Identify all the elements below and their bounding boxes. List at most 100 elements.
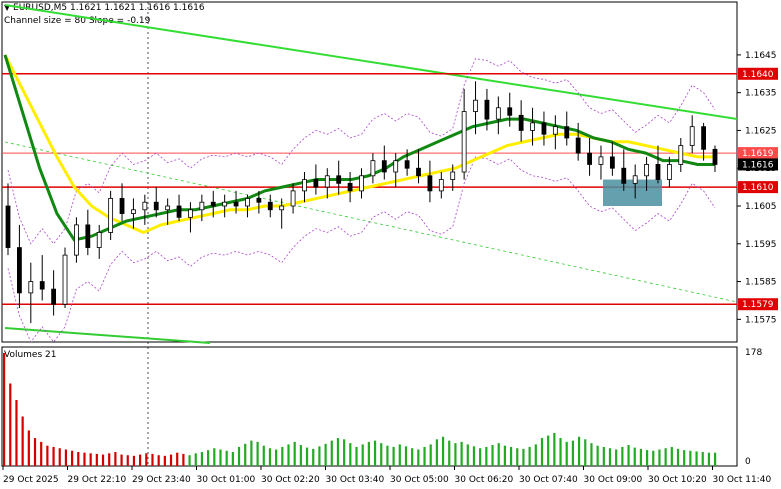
channel-middle-line bbox=[4, 141, 738, 303]
candle-body bbox=[678, 145, 684, 165]
volume-bar bbox=[244, 443, 247, 466]
channel-lower-line bbox=[4, 327, 211, 344]
volume-bar bbox=[429, 444, 432, 466]
candle-body bbox=[552, 126, 558, 135]
x-tick-label: 30 Oct 09:00 bbox=[584, 475, 643, 485]
candle-body bbox=[85, 224, 91, 248]
volume-bar bbox=[145, 453, 148, 466]
candle-body bbox=[701, 126, 706, 150]
candle-body bbox=[188, 209, 193, 218]
volume-bar bbox=[176, 452, 179, 466]
candle-body bbox=[313, 179, 319, 188]
candle-body bbox=[165, 205, 171, 211]
volume-bar bbox=[163, 455, 166, 466]
volume-bar bbox=[336, 438, 340, 466]
x-tick-label: 30 Oct 07:40 bbox=[519, 475, 578, 485]
volume-bar bbox=[89, 453, 92, 466]
candle-body bbox=[233, 201, 239, 207]
candle-body bbox=[108, 198, 114, 233]
volume-bar bbox=[256, 441, 259, 466]
candle-body bbox=[51, 288, 57, 305]
candle-body bbox=[632, 175, 638, 184]
volume-bar bbox=[404, 446, 408, 466]
volume-bar bbox=[559, 438, 562, 466]
volume-bar bbox=[299, 445, 302, 466]
candle-body bbox=[279, 205, 285, 211]
volume-bar bbox=[21, 416, 24, 466]
y-tick-label: 1.1585 bbox=[745, 278, 777, 288]
volume-bar bbox=[194, 453, 197, 466]
candle-body bbox=[5, 205, 11, 248]
volume-bar bbox=[157, 455, 160, 466]
candle-body bbox=[142, 201, 148, 211]
volume-bar bbox=[670, 446, 673, 466]
volume-bar bbox=[701, 452, 704, 466]
volume-bar bbox=[108, 453, 111, 466]
volume-bar bbox=[645, 450, 649, 466]
volume-bar bbox=[608, 448, 612, 466]
volume-bar bbox=[417, 449, 420, 466]
volume-bar bbox=[652, 450, 655, 466]
level-tag-label: 1.1640 bbox=[742, 70, 774, 80]
volume-bar bbox=[553, 432, 556, 466]
volume-bar bbox=[200, 452, 204, 466]
volume-bar bbox=[281, 446, 284, 466]
volume-bar bbox=[584, 439, 587, 466]
candle-body bbox=[153, 201, 159, 211]
price-pane-frame bbox=[1, 1, 738, 343]
candle-body bbox=[598, 156, 604, 165]
volume-bar bbox=[367, 441, 370, 466]
y-tick-label: 1.1605 bbox=[745, 202, 777, 212]
candle-body bbox=[131, 209, 136, 214]
candle-body bbox=[609, 156, 615, 169]
volume-bar bbox=[664, 448, 667, 466]
volume-bar bbox=[485, 446, 488, 466]
volume-bar bbox=[182, 453, 185, 466]
volume-bar bbox=[633, 447, 636, 466]
volume-bar bbox=[380, 443, 383, 466]
candle-body bbox=[438, 179, 444, 192]
volume-bar bbox=[516, 448, 519, 466]
indicator-header: Channel size = 80 Slope = -0.19 bbox=[4, 16, 151, 26]
candle-body bbox=[17, 247, 22, 294]
volume-bar bbox=[621, 446, 624, 466]
current-price-label: 1.1616 bbox=[742, 160, 774, 170]
candle-body bbox=[689, 126, 695, 146]
y-tick-label: 1.1595 bbox=[745, 240, 777, 250]
candle-body bbox=[644, 164, 649, 177]
candle-body bbox=[541, 122, 547, 135]
volume-bar bbox=[293, 441, 296, 466]
candle-body bbox=[564, 126, 570, 139]
level-tag bbox=[738, 147, 778, 160]
volume-bar bbox=[151, 453, 154, 466]
candle-body bbox=[450, 171, 456, 180]
level-tag bbox=[738, 298, 778, 311]
volume-bar bbox=[126, 455, 129, 466]
x-tick-label: 30 Oct 05:00 bbox=[390, 475, 449, 485]
volume-bar bbox=[343, 439, 346, 466]
volume-bar bbox=[509, 446, 513, 466]
envelope-lower-line bbox=[7, 156, 716, 343]
candle-body bbox=[518, 114, 524, 131]
candle-body bbox=[256, 198, 262, 203]
candle-body bbox=[666, 164, 672, 180]
candle-body bbox=[495, 107, 501, 120]
volume-bar bbox=[15, 399, 18, 466]
volume-bar bbox=[101, 454, 105, 466]
candle-body bbox=[324, 175, 330, 188]
candle-body bbox=[199, 201, 205, 211]
candle-body bbox=[347, 182, 353, 192]
volumes-label: Volumes 21 bbox=[4, 350, 57, 360]
level-tag bbox=[738, 67, 778, 80]
volume-bar bbox=[392, 446, 395, 466]
volume-bar bbox=[237, 446, 241, 466]
volume-bar bbox=[571, 440, 574, 466]
volume-bar bbox=[361, 444, 364, 466]
candle-body bbox=[210, 201, 216, 207]
volume-bar bbox=[615, 449, 618, 466]
volume-bar bbox=[411, 448, 414, 466]
x-tick-label: 30 Oct 06:20 bbox=[455, 475, 514, 485]
volume-bar bbox=[330, 440, 333, 466]
volume-bar bbox=[497, 443, 500, 466]
